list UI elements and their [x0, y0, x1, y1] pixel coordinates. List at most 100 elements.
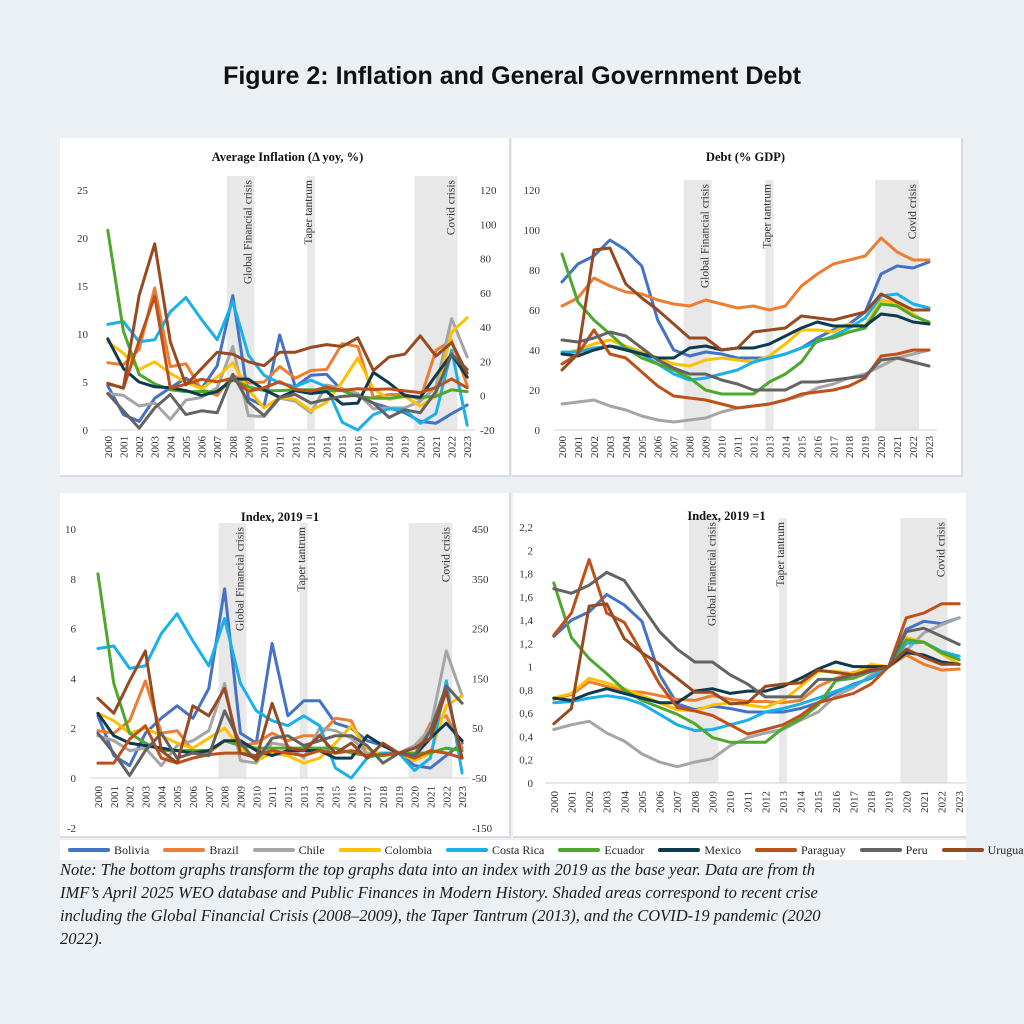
- figure-title: Figure 2: Inflation and General Governme…: [223, 62, 801, 90]
- note-line: IMF’s April 2025 WEO database and Public…: [60, 883, 818, 902]
- y-tick-label: 1,4: [519, 615, 533, 627]
- legend: Bolivia Brazil Chile Colombia Costa Rica Ecua…: [60, 840, 1024, 860]
- series-line-mexico: [560, 312, 931, 360]
- crisis-shade-taper: [306, 176, 315, 430]
- x-tick-label: 2009: [707, 791, 719, 814]
- note-line: Note: The bottom graphs transform the to…: [60, 860, 816, 879]
- y-tick-label: 10: [77, 329, 89, 341]
- x-tick-label: 2017: [362, 786, 374, 809]
- y-tick-label: 100: [524, 225, 541, 237]
- x-tick-label: 2012: [760, 791, 772, 813]
- x-tick-label: 2006: [197, 436, 209, 459]
- x-tick-label: 2015: [337, 436, 349, 459]
- x-tick-label: 2001: [566, 791, 578, 813]
- legend-label: Peru: [905, 842, 928, 857]
- y2-tick-label: -50: [472, 773, 487, 785]
- x-tick-label: 2008: [685, 436, 697, 459]
- x-tick-label: 2020: [410, 786, 422, 809]
- y-tick-label: 15: [77, 281, 89, 293]
- y-tick-label: 20: [529, 385, 541, 397]
- y-tick-label: 1,8: [519, 569, 533, 581]
- series-line-bolivia: [560, 238, 931, 360]
- y-tick-label: 25: [77, 185, 89, 197]
- x-tick-label: 2011: [267, 786, 279, 808]
- legend-label: Uruguay: [987, 842, 1024, 857]
- y2-tick-label: 20: [480, 356, 492, 368]
- crisis-label: Global Financial crisis: [242, 179, 254, 284]
- x-tick-label: 2006: [188, 786, 200, 809]
- y2-tick-label: 50: [472, 723, 484, 735]
- y2-tick-label: 40: [480, 322, 492, 334]
- x-tick-label: 2019: [884, 791, 896, 814]
- crisis-label: Taper tantrum: [296, 527, 308, 592]
- legend-item: Costa Rica: [446, 843, 544, 858]
- x-tick-label: 2009: [243, 436, 255, 459]
- chart-panel-inflation: Global Financial crisis Taper tantrum Covi…: [60, 138, 511, 477]
- y-tick-label: 1,2: [519, 638, 533, 650]
- x-tick-label: 2002: [134, 436, 146, 458]
- y2-tick-label: 120: [480, 185, 497, 197]
- x-tick-label: 2010: [717, 436, 729, 459]
- y-tick-label: 120: [524, 185, 541, 197]
- x-tick-label: 2013: [299, 786, 311, 809]
- crisis-label: Taper tantrum: [303, 180, 315, 245]
- y-tick-label: 0,2: [519, 755, 533, 767]
- y-tick-label: 0: [71, 773, 77, 785]
- y-tick-label: 0,4: [519, 731, 533, 743]
- x-tick-label: 2016: [831, 791, 843, 814]
- y2-tick-label: 150: [472, 673, 489, 685]
- x-tick-label: 2011: [743, 791, 755, 813]
- legend-swatch: [941, 848, 984, 852]
- legend-label: Paraguay: [800, 842, 846, 857]
- crisis-shade-taper: [299, 523, 308, 778]
- y2-tick-label: -20: [480, 425, 495, 437]
- x-tick-label: 2003: [150, 436, 162, 459]
- x-tick-label: 2014: [796, 791, 808, 814]
- legend-label: Bolivia: [114, 842, 150, 857]
- legend-swatch: [558, 848, 601, 852]
- y-tick-label: 2: [71, 723, 77, 735]
- x-tick-label: 2017: [368, 436, 380, 459]
- x-tick-label: 2015: [330, 786, 342, 809]
- note-line: 2022).: [60, 929, 103, 948]
- y2-tick-label: 450: [472, 524, 489, 536]
- legend-label: Costa Rica: [492, 842, 545, 857]
- x-tick-label: 2013: [778, 791, 790, 814]
- y2-tick-label: -150: [472, 823, 493, 835]
- legend-item: Uruguay: [941, 842, 1024, 858]
- legend-item: Paraguay: [754, 842, 846, 858]
- x-tick-label: 2023: [462, 436, 474, 459]
- y2-tick-label: 80: [480, 254, 492, 266]
- x-tick-label: 2000: [93, 786, 105, 809]
- y-tick-label: 2,2: [519, 522, 533, 534]
- x-tick-label: 2004: [621, 436, 633, 459]
- y-tick-label: 20: [77, 233, 89, 245]
- y-tick-label: 0: [83, 425, 89, 437]
- series-line-costa-rica: [560, 292, 931, 382]
- x-tick-label: 2021: [431, 436, 443, 458]
- x-tick-label: 2018: [378, 786, 390, 809]
- y2-tick-label: 250: [472, 624, 489, 636]
- crisis-label: Covid crisis: [907, 183, 919, 239]
- y-tick-label: 0: [535, 425, 541, 437]
- x-tick-label: 2008: [228, 436, 240, 459]
- x-tick-label: 2000: [103, 436, 115, 459]
- legend-item: Bolivia: [68, 843, 149, 858]
- x-tick-label: 2010: [251, 786, 263, 809]
- x-tick-label: 2022: [937, 791, 949, 813]
- x-tick-label: 2023: [924, 436, 936, 459]
- figure-note: Note: The bottom graphs transform the to…: [60, 858, 966, 950]
- series-line-uruguay: [560, 246, 931, 372]
- series-line-paraguay: [106, 294, 469, 395]
- x-tick-label: 2018: [384, 436, 396, 459]
- series-line-ecuador: [552, 581, 961, 744]
- x-tick-label: 2005: [181, 436, 193, 459]
- x-tick-label: 2019: [400, 436, 412, 459]
- crisis-label: Covid crisis: [446, 179, 458, 235]
- legend-item: Brazil: [163, 843, 239, 858]
- legend-swatch: [859, 848, 902, 852]
- x-tick-label: 2017: [828, 436, 840, 459]
- y-tick-label: 0,6: [519, 708, 533, 720]
- y-tick-label: 10: [65, 524, 77, 536]
- x-tick-label: 2012: [290, 436, 302, 458]
